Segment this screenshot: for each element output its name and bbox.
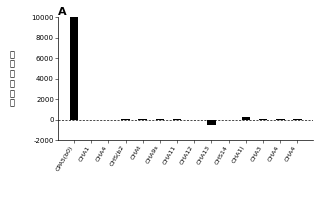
- Bar: [139, 119, 147, 120]
- Bar: [207, 120, 216, 125]
- Bar: [276, 119, 285, 120]
- Text: 相
对
激
动
比
率: 相 对 激 动 比 率: [10, 50, 15, 108]
- Bar: [259, 119, 267, 120]
- Bar: [70, 17, 78, 120]
- Bar: [121, 119, 130, 120]
- Text: A: A: [58, 6, 67, 16]
- Bar: [242, 117, 250, 120]
- Bar: [173, 119, 182, 120]
- Bar: [293, 119, 302, 120]
- Bar: [156, 119, 164, 120]
